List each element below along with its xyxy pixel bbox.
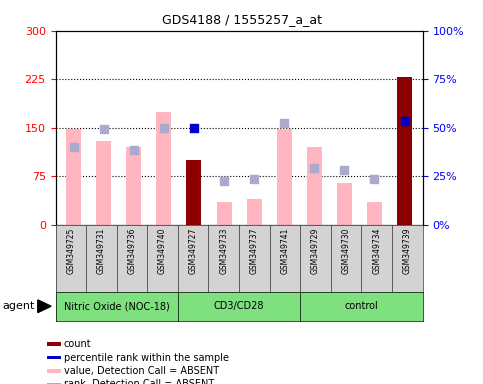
Point bbox=[70, 144, 77, 150]
Point bbox=[100, 126, 108, 132]
Text: GSM349731: GSM349731 bbox=[97, 227, 106, 274]
Point bbox=[370, 176, 378, 182]
FancyBboxPatch shape bbox=[47, 383, 61, 384]
Text: GSM349734: GSM349734 bbox=[372, 227, 381, 274]
Bar bbox=[247, 199, 262, 225]
Bar bbox=[397, 77, 412, 225]
Point bbox=[250, 176, 258, 182]
Text: GDS4188 / 1555257_a_at: GDS4188 / 1555257_a_at bbox=[161, 13, 322, 26]
Text: GSM349730: GSM349730 bbox=[341, 227, 351, 274]
Bar bbox=[337, 183, 352, 225]
Bar bbox=[277, 129, 292, 225]
Bar bbox=[96, 141, 111, 225]
Bar bbox=[66, 129, 81, 225]
Bar bbox=[307, 147, 322, 225]
Point bbox=[280, 119, 288, 126]
Bar bbox=[126, 147, 142, 225]
Bar bbox=[216, 202, 231, 225]
Text: agent: agent bbox=[3, 301, 35, 311]
Text: rank, Detection Call = ABSENT: rank, Detection Call = ABSENT bbox=[64, 379, 214, 384]
Text: GSM349736: GSM349736 bbox=[128, 227, 137, 274]
Point bbox=[341, 167, 348, 174]
Text: GSM349733: GSM349733 bbox=[219, 227, 228, 274]
Point bbox=[401, 118, 409, 124]
Text: value, Detection Call = ABSENT: value, Detection Call = ABSENT bbox=[64, 366, 219, 376]
Point bbox=[220, 178, 228, 184]
Text: GSM349725: GSM349725 bbox=[66, 227, 75, 274]
Text: GSM349741: GSM349741 bbox=[281, 227, 289, 274]
Text: GSM349729: GSM349729 bbox=[311, 227, 320, 274]
FancyBboxPatch shape bbox=[47, 369, 61, 372]
FancyBboxPatch shape bbox=[47, 356, 61, 359]
Text: count: count bbox=[64, 339, 91, 349]
Text: GSM349727: GSM349727 bbox=[189, 227, 198, 274]
Point bbox=[190, 125, 198, 131]
Point bbox=[160, 124, 168, 131]
Text: GSM349739: GSM349739 bbox=[403, 227, 412, 274]
Polygon shape bbox=[38, 300, 51, 313]
FancyBboxPatch shape bbox=[47, 343, 61, 346]
Text: CD3/CD28: CD3/CD28 bbox=[214, 301, 264, 311]
Text: GSM349737: GSM349737 bbox=[250, 227, 259, 274]
Text: Nitric Oxide (NOC-18): Nitric Oxide (NOC-18) bbox=[64, 301, 170, 311]
Bar bbox=[367, 202, 382, 225]
Text: control: control bbox=[344, 301, 378, 311]
Bar bbox=[186, 160, 201, 225]
Point bbox=[130, 147, 138, 153]
Bar bbox=[156, 111, 171, 225]
Text: GSM349740: GSM349740 bbox=[158, 227, 167, 274]
Point bbox=[311, 165, 318, 171]
Text: percentile rank within the sample: percentile rank within the sample bbox=[64, 353, 229, 362]
